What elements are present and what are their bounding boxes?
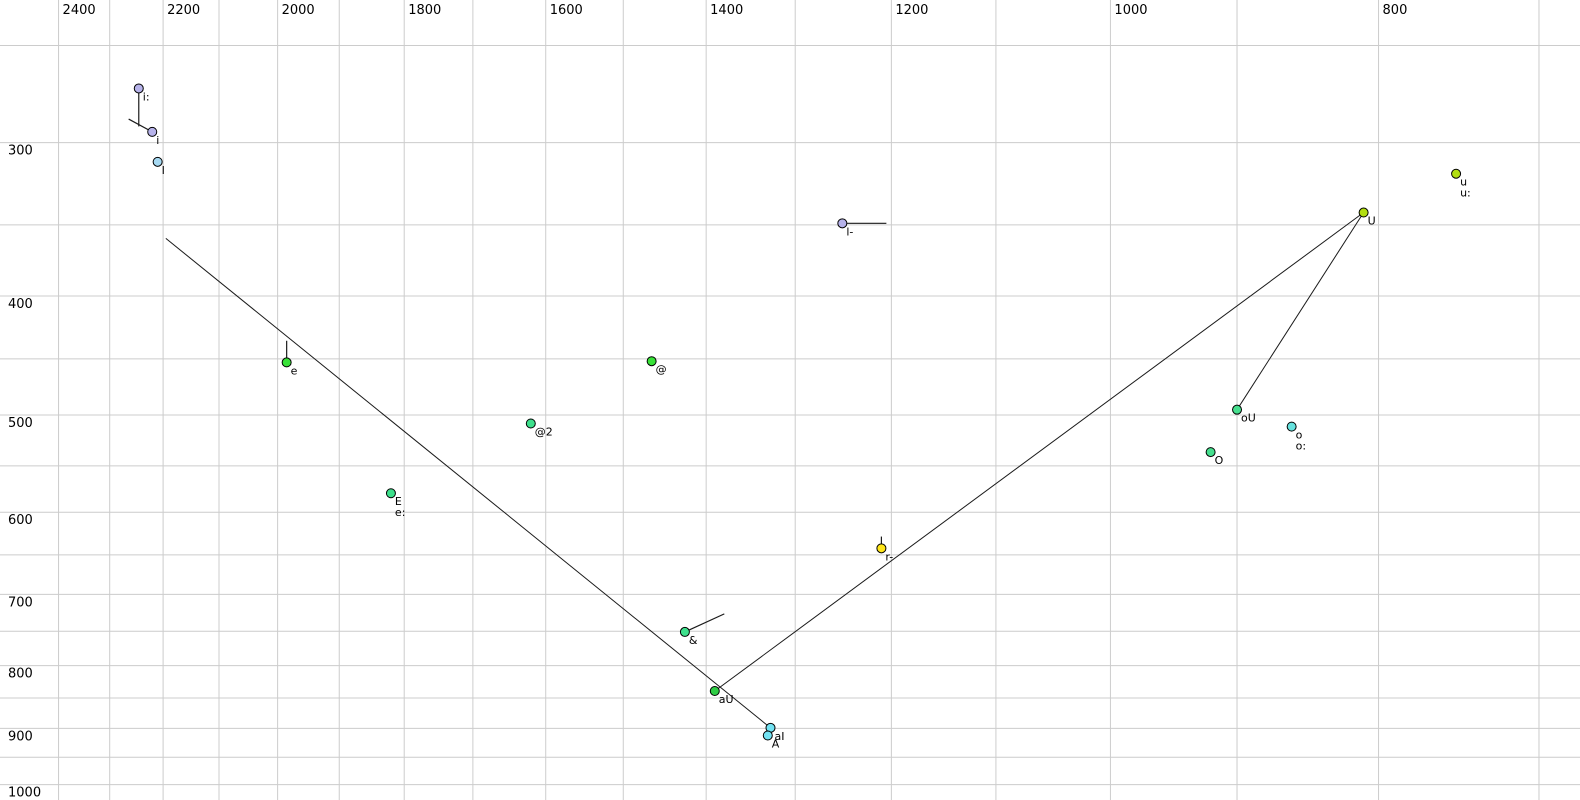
y-axis-tick-label: 900 [8,729,33,744]
y-tick-label-bg [6,729,34,744]
vowel-point-oU[interactable] [1232,404,1243,415]
vowel-point-aU[interactable] [709,686,720,697]
vowel-point-label: O [1215,454,1224,467]
y-tick-label-bg [6,785,42,800]
y-tick-label-bg [6,513,34,528]
vowel-point-e[interactable] [281,357,292,368]
x-axis-tick-label: 800 [1383,3,1408,18]
vowel-point-i[interactable] [133,83,144,94]
trajectory-line [165,237,771,729]
vowel-point-2[interactable] [525,418,536,429]
vowel-point-label: & [689,634,698,647]
vowel-point-I[interactable] [152,156,163,167]
vowel-point-label: E [395,495,402,508]
vowel-point-label: l- [846,225,853,238]
vowel-point-label: e [291,364,298,377]
vowel-point-label: oU [1241,412,1256,425]
vowel-point-label: @ [656,363,667,376]
vowel-point-label: aU [719,693,734,706]
vowel-point-O[interactable] [1205,447,1216,458]
vowel-point-u[interactable] [1451,168,1462,179]
vowel-point-label: i: [143,90,150,103]
x-axis-tick-label: 1600 [550,3,583,18]
x-tick-label-bg [1112,1,1149,17]
vowel-point-label: A [772,737,780,750]
y-axis-tick-label: 300 [8,144,33,159]
x-tick-label-bg [547,1,584,17]
x-tick-label-bg [279,1,316,17]
y-axis-tick-label: 600 [8,513,33,528]
vowel-point-label: @2 [535,425,553,438]
vowel-point-label: r- [885,550,893,563]
vowel-point-label: U [1368,215,1376,228]
vowel-point-label: I [162,164,165,177]
x-axis-tick-label: 2000 [282,3,315,18]
y-tick-label-bg [6,297,34,312]
vowel-point-[interactable] [646,356,657,367]
x-tick-label-bg [406,1,443,17]
x-tick-label-bg [60,1,97,17]
x-axis-tick-label: 2200 [167,3,200,18]
y-tick-label-bg [6,143,34,158]
vowel-point-label: u: [1460,187,1471,200]
y-axis-tick-label: 500 [8,416,33,431]
vowel-point-label: i [156,134,159,147]
y-axis-tick-label: 1000 [8,786,41,800]
vowel-point-i[interactable] [147,126,158,137]
vowel-point-label: e: [395,506,405,519]
trajectory-line [714,212,1364,692]
y-axis-tick-label: 800 [8,667,33,682]
x-tick-label-bg [165,1,202,17]
y-tick-label-bg [6,416,34,431]
vowel-point-label: aI [775,730,785,743]
y-tick-label-bg [6,595,34,610]
y-tick-label-bg [6,666,34,681]
vowel-point-label: u [1460,176,1467,189]
x-tick-label-bg [893,1,930,17]
x-axis-tick-label: 1200 [895,3,928,18]
vowel-point-[interactable] [679,626,690,637]
vowel-point-A[interactable] [762,730,773,741]
vowel-tail-line [684,613,725,633]
vowel-point-U[interactable] [1358,207,1369,218]
y-axis-tick-label: 700 [8,595,33,610]
vowel-point-o[interactable] [1286,421,1297,432]
x-axis-tick-label: 1800 [408,3,441,18]
x-axis-tick-label: 1400 [710,3,743,18]
x-axis-tick-label: 2400 [63,3,96,18]
y-axis-tick-label: 400 [8,297,33,312]
x-axis-tick-label: 1000 [1114,3,1147,18]
vowel-point-label: o [1296,429,1303,442]
x-tick-label-bg [708,1,745,17]
vowel-point-l[interactable] [837,218,848,229]
vowel-point-r[interactable] [876,543,887,554]
trajectory-line [1236,212,1365,410]
x-tick-label-bg [1380,1,1409,17]
vowel-point-label: o: [1296,440,1306,453]
vowel-point-E[interactable] [385,488,396,499]
